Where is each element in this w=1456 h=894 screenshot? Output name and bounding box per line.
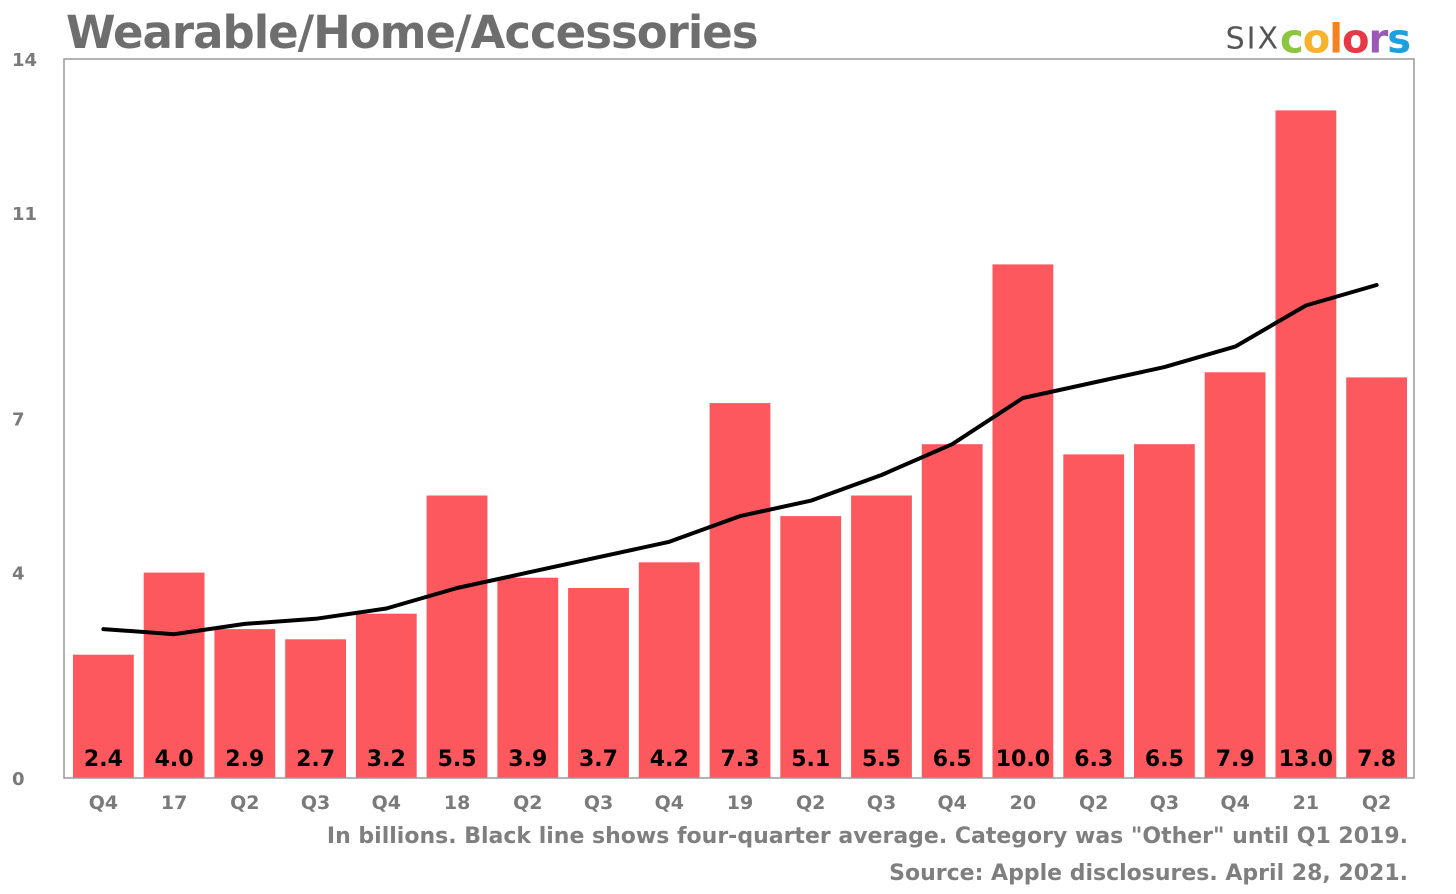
- data-label: 7.8: [1357, 747, 1396, 772]
- footnote-source: Source: Apple disclosures. April 28, 202…: [889, 861, 1408, 886]
- logo-letter: c: [1280, 16, 1304, 63]
- data-label: 13.0: [1279, 747, 1333, 772]
- logo-letter: r: [1368, 16, 1388, 63]
- four-quarter-average-line: [101, 283, 1379, 637]
- bar: [1346, 377, 1407, 778]
- x-tick-label: Q2: [1079, 792, 1108, 814]
- x-tick-label: Q4: [89, 792, 118, 814]
- bar: [355, 613, 417, 778]
- x-tick-label: Q4: [655, 792, 684, 814]
- x-tick-label: Q3: [301, 792, 330, 814]
- x-tick-label: 19: [727, 792, 753, 814]
- logo-letter: o: [1341, 16, 1370, 63]
- x-tick-label: Q3: [584, 792, 613, 814]
- data-label: 2.7: [296, 747, 335, 772]
- bar: [1063, 454, 1125, 778]
- bar: [709, 403, 771, 778]
- x-tick-label: Q3: [1150, 792, 1179, 814]
- y-tick-label: 11: [12, 204, 37, 225]
- data-labels-layer: 2.4 4.0 2.9 2.7 3.2 5.5 3.9 3.7 4.2 7.3 5.1 5.5 6.5 1…: [84, 747, 1396, 772]
- data-label: 5.1: [791, 747, 830, 772]
- bar: [73, 654, 134, 778]
- x-tick-label: Q2: [796, 792, 825, 814]
- bar: [921, 444, 983, 778]
- data-label: 10.0: [996, 747, 1050, 772]
- x-tick-label: Q4: [938, 792, 967, 814]
- data-label: 3.7: [579, 747, 618, 772]
- x-tick-label: Q3: [867, 792, 896, 814]
- bar: [497, 577, 559, 778]
- average-line-layer: [101, 283, 1379, 637]
- x-tick-label: Q4: [1221, 792, 1250, 814]
- logo-letter: o: [1302, 16, 1331, 63]
- bar: [143, 572, 205, 778]
- x-tick-label: 18: [444, 792, 470, 814]
- x-tick-label: 21: [1293, 792, 1319, 814]
- bar: [851, 495, 912, 778]
- bar: [1275, 110, 1337, 778]
- y-tick-label: 14: [12, 50, 37, 71]
- bar: [426, 495, 488, 778]
- x-tick-label: 20: [1010, 792, 1036, 814]
- chart-title: Wearable/Home/Accessories: [66, 6, 759, 59]
- data-label: 5.5: [862, 747, 901, 772]
- y-axis: 0 4 7 11 14: [12, 50, 37, 790]
- bar: [638, 562, 700, 778]
- logo-colors-text: colors: [1280, 16, 1411, 63]
- bar: [1204, 372, 1266, 778]
- data-label: 7.3: [721, 747, 760, 772]
- bar: [214, 629, 276, 778]
- data-label: 3.2: [367, 747, 406, 772]
- y-tick-label: 4: [12, 564, 25, 585]
- data-label: 6.3: [1074, 747, 1113, 772]
- x-tick-label: Q2: [513, 792, 542, 814]
- bar: [568, 588, 629, 778]
- x-tick-label: Q4: [372, 792, 401, 814]
- data-label: 5.5: [438, 747, 477, 772]
- bars-layer: [73, 110, 1407, 778]
- bar: [992, 264, 1054, 778]
- data-label: 6.5: [1145, 747, 1184, 772]
- bar: [1134, 444, 1195, 778]
- y-tick-label: 7: [12, 410, 25, 431]
- data-label: 2.9: [225, 747, 264, 772]
- data-label: 3.9: [508, 747, 547, 772]
- plot-frame: [63, 58, 1415, 779]
- logo-letter: l: [1329, 16, 1343, 63]
- data-label: 7.9: [1216, 747, 1255, 772]
- footnote-note: In billions. Black line shows four-quart…: [326, 824, 1408, 849]
- x-tick-label: Q2: [230, 792, 259, 814]
- x-axis: Q4 17 Q2 Q3 Q4 18 Q2 Q3 Q4 19 Q2 Q3 Q4 20 Q2 Q3 Q4 21 Q2: [89, 792, 1392, 814]
- data-label: 4.0: [155, 747, 194, 772]
- x-tick-label: Q2: [1362, 792, 1391, 814]
- logo-letter: s: [1387, 16, 1411, 63]
- logo-six-text: SIX: [1225, 21, 1281, 57]
- data-label: 4.2: [650, 747, 689, 772]
- data-label: 2.4: [84, 747, 123, 772]
- y-tick-label: 0: [12, 769, 25, 790]
- data-label: 6.5: [933, 747, 972, 772]
- bar: [780, 516, 842, 778]
- bar: [285, 639, 346, 778]
- sixcolors-logo: SIXcolors: [1225, 14, 1411, 65]
- x-tick-label: 17: [161, 792, 187, 814]
